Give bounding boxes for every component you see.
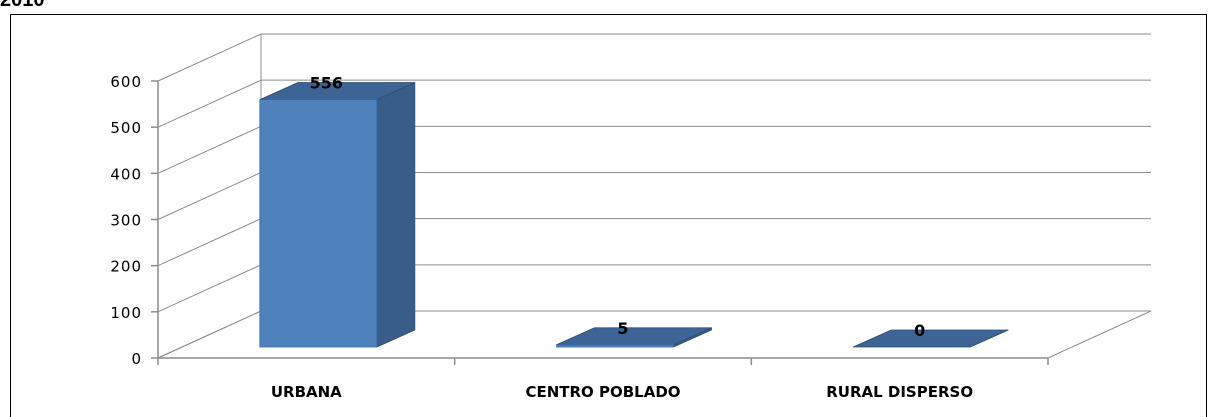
category-label: CENTRO POBLADO — [525, 383, 680, 401]
data-label: 0 — [914, 321, 925, 340]
bar-front-face — [556, 344, 674, 348]
gridline-side — [157, 125, 262, 174]
y-tick-label: 300 — [110, 212, 142, 230]
chart-heading: 2010 — [0, 0, 45, 11]
data-label: 5 — [617, 319, 628, 338]
data-labels: 556 5 0 — [310, 74, 926, 340]
category-labels: URBANA CENTRO POBLADO RURAL DISPERSO — [271, 383, 973, 401]
data-label: 556 — [310, 74, 343, 93]
y-tick-label: 200 — [110, 258, 142, 276]
y-tick-label: 400 — [110, 165, 142, 183]
y-tick-label: 600 — [110, 73, 142, 91]
bar-top-face — [853, 329, 1009, 348]
bar-urbana — [259, 81, 416, 348]
y-tick-label: 0 — [131, 350, 142, 368]
gridline-side — [157, 310, 262, 359]
gridline-side — [157, 264, 262, 313]
y-tick-label: 500 — [110, 119, 142, 137]
y-tick-label: 100 — [110, 304, 142, 322]
x-axis — [157, 357, 1049, 365]
y-axis-ticks: 0 100 200 300 400 500 600 — [110, 73, 158, 368]
category-label: RURAL DISPERSO — [826, 383, 973, 401]
bar-side-face — [376, 81, 416, 348]
bar-rural-disperso — [853, 329, 1009, 348]
gridline-side — [157, 172, 262, 220]
category-label: URBANA — [271, 383, 342, 401]
bar-front-face — [259, 99, 378, 348]
bars — [259, 81, 1009, 348]
gridline-side — [157, 79, 262, 128]
gridline-side — [157, 218, 262, 267]
bar-centro-poblado — [556, 327, 712, 348]
gridline-side — [157, 33, 262, 82]
